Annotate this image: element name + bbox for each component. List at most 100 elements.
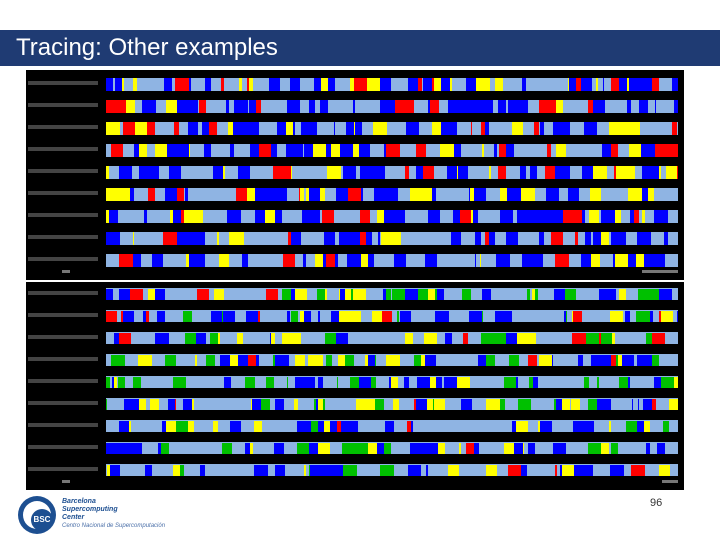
- trace-segment: [311, 311, 318, 322]
- trace-segment: [659, 311, 661, 322]
- trace-segment: [410, 443, 424, 454]
- trace-segment: [298, 311, 300, 322]
- trace-segment: [266, 377, 274, 388]
- trace-segment: [544, 232, 551, 245]
- trace-segment: [490, 443, 494, 454]
- trace-segment: [629, 78, 639, 91]
- trace-segment: [564, 333, 570, 344]
- trace-segment: [459, 465, 471, 476]
- trace-segment: [461, 333, 463, 344]
- trace-segment: [416, 144, 426, 157]
- trace-segment: [176, 399, 183, 410]
- trace-segment: [555, 465, 557, 476]
- trace-segment: [294, 399, 295, 410]
- trace-segment: [222, 188, 236, 201]
- trace-segment: [246, 289, 260, 300]
- trace-segment: [238, 166, 250, 179]
- trace-segment: [186, 377, 194, 388]
- trace-segment: [325, 289, 327, 300]
- trace-segment: [163, 210, 165, 223]
- trace-segment: [291, 289, 295, 300]
- trace-segment: [321, 78, 328, 91]
- trace-segment: [356, 443, 368, 454]
- trace-segment: [145, 465, 152, 476]
- trace-segment: [337, 399, 350, 410]
- trace-segment: [657, 443, 665, 454]
- trace-segment: [627, 78, 629, 91]
- trace-segment: [638, 289, 651, 300]
- trace-segment: [385, 421, 394, 432]
- trace-segment: [451, 232, 461, 245]
- trace-segment: [419, 333, 424, 344]
- trace-segment: [283, 254, 285, 267]
- trace-segment: [521, 355, 528, 366]
- trace-segment: [486, 465, 497, 476]
- trace-segment: [313, 144, 316, 157]
- trace-segment: [611, 399, 622, 410]
- trace-segment: [169, 443, 181, 454]
- trace-segment: [380, 100, 391, 113]
- trace-segment: [452, 289, 462, 300]
- trace-segment: [444, 377, 457, 388]
- trace-segment: [113, 289, 116, 300]
- trace-segment: [292, 166, 306, 179]
- trace-segment: [217, 232, 219, 245]
- trace-segment: [379, 421, 385, 432]
- trace-segment: [585, 210, 589, 223]
- trace-segment: [106, 355, 111, 366]
- trace-segment: [155, 188, 165, 201]
- trace-segment: [301, 232, 312, 245]
- trace-segment: [489, 210, 500, 223]
- trace-segment: [266, 122, 277, 135]
- trace-segment: [362, 122, 373, 135]
- trace-segment: [197, 289, 209, 300]
- trace-segment: [656, 100, 663, 113]
- trace-segment: [255, 210, 265, 223]
- trace-segment: [324, 254, 326, 267]
- trace-segment: [404, 144, 416, 157]
- trace-segment: [130, 188, 134, 201]
- trace-segment: [360, 421, 365, 432]
- trace-segment: [190, 144, 204, 157]
- trace-segment: [506, 232, 508, 245]
- trace-segment: [340, 443, 342, 454]
- trace-segment: [486, 399, 500, 410]
- trace-segment: [255, 188, 259, 201]
- trace-segment: [564, 377, 568, 388]
- trace-segment: [531, 399, 537, 410]
- trace-segment: [243, 232, 244, 245]
- trace-segment: [113, 78, 115, 91]
- trace-segment: [342, 443, 356, 454]
- trace-segment: [385, 166, 389, 179]
- trace-segment: [169, 166, 181, 179]
- trace-segment: [607, 122, 609, 135]
- trace-segment: [175, 399, 176, 410]
- trace-segment: [520, 100, 528, 113]
- trace-segment: [139, 421, 148, 432]
- trace-segment: [538, 377, 552, 388]
- trace-segment: [320, 210, 322, 223]
- trace-segment: [664, 232, 668, 245]
- trace-segment: [465, 78, 466, 91]
- trace-segment: [242, 78, 247, 91]
- trace-segment: [489, 166, 491, 179]
- trace-segment: [297, 465, 300, 476]
- trace-segment: [111, 144, 123, 157]
- trace-segment: [400, 144, 404, 157]
- trace-segment: [156, 100, 166, 113]
- trace-segment: [652, 355, 659, 366]
- trace-segment: [328, 100, 341, 113]
- trace-segment: [311, 421, 318, 432]
- trace-segment: [668, 144, 678, 157]
- trace-segment: [601, 443, 609, 454]
- trace-segment: [544, 122, 553, 135]
- trace-segment: [411, 311, 417, 322]
- trace-segment: [173, 465, 180, 476]
- trace-segment: [599, 289, 609, 300]
- trace-segment: [461, 443, 466, 454]
- trace-segment: [253, 333, 260, 344]
- trace-segment: [243, 333, 253, 344]
- trace-segment: [615, 443, 618, 454]
- trace-segment: [512, 210, 513, 223]
- trace-segment: [246, 421, 254, 432]
